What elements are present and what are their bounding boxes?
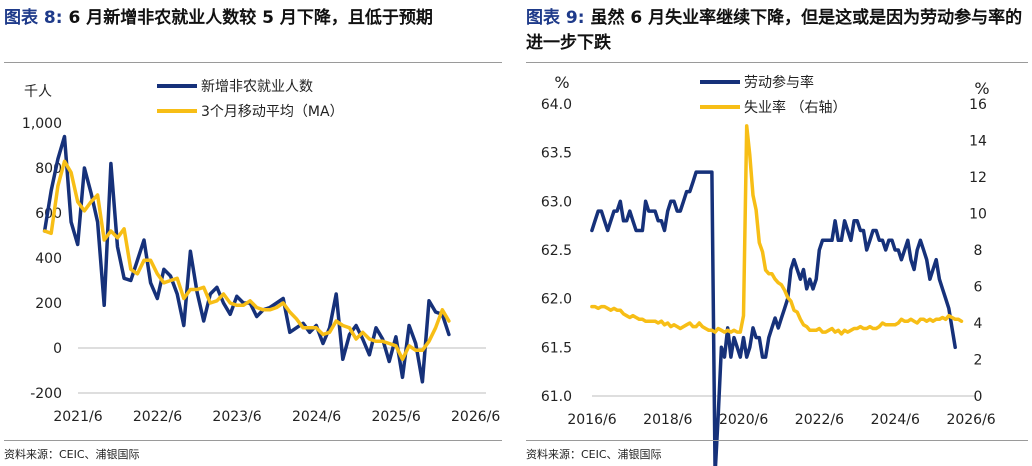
y-tick-label-right: 8 <box>974 243 983 259</box>
chart-title: 图表 9: 虽然 6 月失业率继续下降，但是这或是因为劳动参与率的进一步下跌 <box>526 6 1026 56</box>
y-tick-label-right: 10 <box>969 207 987 223</box>
series-line <box>590 124 964 336</box>
legend-label: 失业率 （右轴） <box>744 99 846 116</box>
x-tick-label: 2023/6 <box>212 409 261 425</box>
source-note: 资料来源：CEIC、浦银国际 <box>4 448 140 461</box>
y-tick-label-left: 64.0 <box>541 97 572 113</box>
figure-title: 6 月新增非农就业人数较 5 月下降，且低于预期 <box>68 8 433 28</box>
source-note: 资料来源：CEIC、浦银国际 <box>526 448 662 461</box>
chart-panel-right: 图表 9: 虽然 6 月失业率继续下降，但是这或是因为劳动参与率的进一步下跌 %… <box>522 0 1032 466</box>
legend-label: 劳动参与率 <box>744 74 814 91</box>
y-tick-label-right: 0 <box>974 389 983 405</box>
x-tick-label: 2018/6 <box>643 412 692 428</box>
y-tick-label-right: 4 <box>974 316 983 332</box>
x-tick-label: 2025/6 <box>371 409 420 425</box>
chart-title: 图表 8: 6 月新增非农就业人数较 5 月下降，且低于预期 <box>4 6 504 31</box>
y-tick-label-right: 14 <box>969 134 987 150</box>
x-tick-label: 2026/6 <box>451 409 500 425</box>
y-tick-label: -200 <box>30 386 62 402</box>
y-axis-unit-label-left: % <box>554 73 569 92</box>
bottom-rule <box>4 440 502 441</box>
chart-panel-left: 图表 8: 6 月新增非农就业人数较 5 月下降，且低于预期 千人 -200 0 20… <box>0 0 506 466</box>
y-tick-label: 1,000 <box>22 116 62 132</box>
y-axis-unit-label: 千人 <box>24 84 52 100</box>
y-tick-label-right: 16 <box>969 97 987 113</box>
figure-number: 图表 8: <box>4 8 63 28</box>
y-tick-label-right: 6 <box>974 280 983 296</box>
x-tick-label: 2024/6 <box>292 409 341 425</box>
chart-right-svg: % % 61.0 61.5 62.0 62.5 63.0 63.5 64.0 0 2 4 6 8 10 12 1… <box>541 73 996 466</box>
y-tick-label-left: 63.0 <box>541 194 572 210</box>
legend-label: 新增非农就业人数 <box>201 79 313 95</box>
x-tick-label: 2016/6 <box>567 412 616 428</box>
y-tick-label-left: 62.5 <box>541 243 572 259</box>
figure-number: 图表 9: <box>526 8 585 28</box>
x-tick-label: 2022/6 <box>133 409 182 425</box>
y-tick-label-left: 62.0 <box>541 292 572 308</box>
series-line <box>42 159 451 362</box>
figure-title: 虽然 6 月失业率继续下降，但是这或是因为劳动参与率的进一步下跌 <box>526 8 1023 53</box>
x-tick-label: 2026/6 <box>946 412 995 428</box>
y-tick-label-left: 61.0 <box>541 389 572 405</box>
y-tick-label-left: 61.5 <box>541 340 572 356</box>
x-tick-label: 2020/6 <box>719 412 768 428</box>
x-tick-label: 2022/6 <box>795 412 844 428</box>
top-rule <box>526 62 1028 63</box>
y-tick-label: 0 <box>53 341 62 357</box>
legend-label: 3个月移动平均（MA） <box>201 104 344 120</box>
x-tick-label: 2021/6 <box>53 409 102 425</box>
bottom-rule <box>526 440 1028 441</box>
series-line <box>590 170 957 466</box>
y-tick-label: 400 <box>35 251 62 267</box>
y-tick-label-right: 2 <box>974 353 983 369</box>
x-tick-label: 2024/6 <box>871 412 920 428</box>
y-axis-unit-label-right: % <box>974 79 989 98</box>
y-tick-label-left: 63.5 <box>541 146 572 162</box>
y-tick-label: 200 <box>35 296 62 312</box>
top-rule <box>4 62 502 63</box>
y-tick-label-right: 12 <box>969 170 987 186</box>
